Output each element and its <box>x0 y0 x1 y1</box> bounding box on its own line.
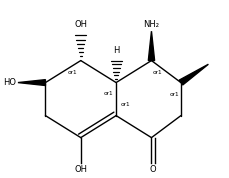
Text: or1: or1 <box>169 92 178 97</box>
Polygon shape <box>18 80 45 85</box>
Text: or1: or1 <box>152 70 161 75</box>
Polygon shape <box>178 64 207 85</box>
Text: OH: OH <box>74 20 87 29</box>
Polygon shape <box>148 31 154 61</box>
Text: HO: HO <box>3 78 16 87</box>
Text: or1: or1 <box>103 91 113 96</box>
Text: OH: OH <box>74 165 87 174</box>
Text: O: O <box>148 165 155 174</box>
Text: NH₂: NH₂ <box>143 20 159 29</box>
Text: or1: or1 <box>68 70 77 75</box>
Text: H: H <box>112 46 119 55</box>
Text: or1: or1 <box>120 102 129 107</box>
